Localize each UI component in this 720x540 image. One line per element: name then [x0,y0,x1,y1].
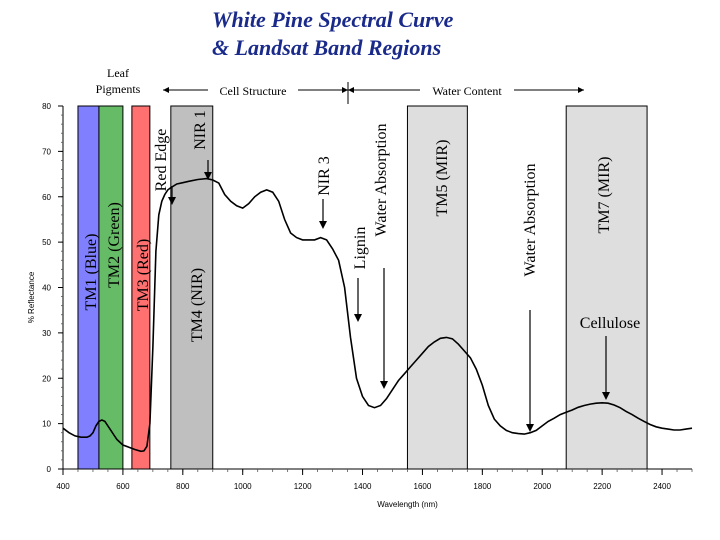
y-tick-label: 20 [42,374,51,383]
x-tick-label: 2200 [593,482,611,491]
top-region-label-leaf: Leaf [107,66,129,80]
annotation-nir1: NIR 1 [192,110,209,150]
top-regions: Leaf Pigments Cell Structure Water Content [96,66,584,104]
axes: 0 10 20 30 40 50 60 70 80 400 600 800 1000 1200 1400 16… [27,102,693,509]
band-label-tm4: TM4 (NIR) [189,268,206,342]
x-tick-label: 1000 [234,482,252,491]
arrow-cell-right [342,87,348,93]
band-region-3 [170,105,214,470]
x-tick-label: 1400 [354,482,372,491]
annotation-water-abs-1960: Water Absorption [522,164,539,277]
annotation-red-edge: Red Edge [153,129,170,192]
annotation-lignin: Lignin [352,227,369,270]
x-tick-label: 400 [56,482,70,491]
annotation-nir3: NIR 3 [316,156,333,196]
y-tick-label: 80 [42,102,51,111]
annotation-water-abs-1400: Water Absorption [373,124,390,237]
band-label-tm1: TM1 (Blue) [83,234,100,311]
chart-title-line1: White Pine Spectral Curve [212,7,454,32]
arrow-water-abs-1400-head [380,381,388,389]
y-axis-label: % Reflectance [27,271,36,323]
arrow-nir3-head [319,221,327,229]
arrow-lignin-head [354,314,362,322]
top-region-label-pigments: Pigments [96,82,141,96]
annotations: Cellulose [168,160,640,432]
arrow-nir1-head [204,172,212,180]
y-tick-label: 30 [42,329,51,338]
arrow-cell-left [163,87,169,93]
y-tick-label: 40 [42,284,51,293]
band-label-tm5: TM5 (MIR) [434,140,451,217]
x-tick-label: 800 [176,482,190,491]
x-tick-label: 600 [116,482,130,491]
arrow-water-abs-1960-head [526,424,534,432]
spectral-curve-group [62,177,693,453]
band-label-tm3: TM3 (Red) [135,239,152,311]
arrow-water-right [578,87,584,93]
arrow-water-left [348,87,354,93]
band-label-tm2: TM2 (Green) [106,202,123,288]
chart-title-line2: & Landsat Band Regions [212,35,441,60]
y-tick-label: 10 [42,420,51,429]
top-region-label-water: Water Content [432,84,502,98]
band-labels: TM1 (Blue) TM2 (Green) TM3 (Red) TM4 (NIR) T… [83,110,613,342]
arrow-cellulose-head [602,392,610,400]
x-tick-label: 2400 [653,482,671,491]
x-tick-label: 1600 [414,482,432,491]
arrow-red-edge-head [168,197,176,205]
band-regions [77,105,648,470]
x-tick-label: 1200 [294,482,312,491]
y-tick-label: 50 [42,238,51,247]
y-tick-label: 70 [42,147,51,156]
y-tick-label: 0 [47,465,52,474]
white-pine-curve [62,177,693,453]
x-tick-label: 1800 [473,482,491,491]
y-tick-label: 60 [42,193,51,202]
x-axis-label: Wavelength (nm) [377,500,438,509]
annotation-cellulose: Cellulose [580,315,640,332]
top-region-label-cell: Cell Structure [220,84,287,98]
band-label-tm7: TM7 (MIR) [596,157,613,234]
x-tick-label: 2000 [533,482,551,491]
